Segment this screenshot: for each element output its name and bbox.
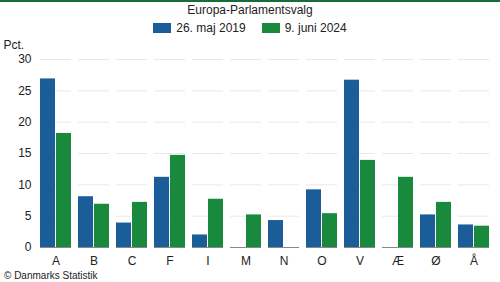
svg-text:0: 0 (25, 240, 32, 254)
svg-text:25: 25 (18, 84, 32, 98)
html-text:26. maj 2019: 26. maj 2019 (176, 21, 246, 35)
html-text:© Danmarks Statistik: © Danmarks Statistik (4, 270, 98, 281)
svg-text:Pct.: Pct. (4, 38, 25, 52)
svg-text:20: 20 (18, 115, 32, 129)
html-text:Europa-Parlamentsvalg: Europa-Parlamentsvalg (187, 3, 313, 17)
svg-text:Å: Å (470, 253, 478, 268)
svg-text:V: V (356, 254, 364, 268)
svg-text:O: O (317, 254, 326, 268)
svg-text:30: 30 (18, 52, 32, 66)
html-text:9. juni 2024: 9. juni 2024 (284, 21, 347, 35)
svg-text:C: C (128, 254, 137, 268)
svg-text:Ø: Ø (431, 254, 440, 268)
svg-text:5: 5 (25, 209, 32, 223)
svg-text:I: I (206, 254, 209, 268)
svg-text:15: 15 (18, 146, 32, 160)
svg-text:F: F (166, 254, 173, 268)
svg-text:10: 10 (18, 178, 32, 192)
svg-text:N: N (280, 254, 289, 268)
svg-text:Æ: Æ (392, 254, 404, 268)
svg-text:M: M (241, 254, 251, 268)
svg-text:B: B (90, 254, 98, 268)
svg-text:A: A (52, 254, 60, 268)
